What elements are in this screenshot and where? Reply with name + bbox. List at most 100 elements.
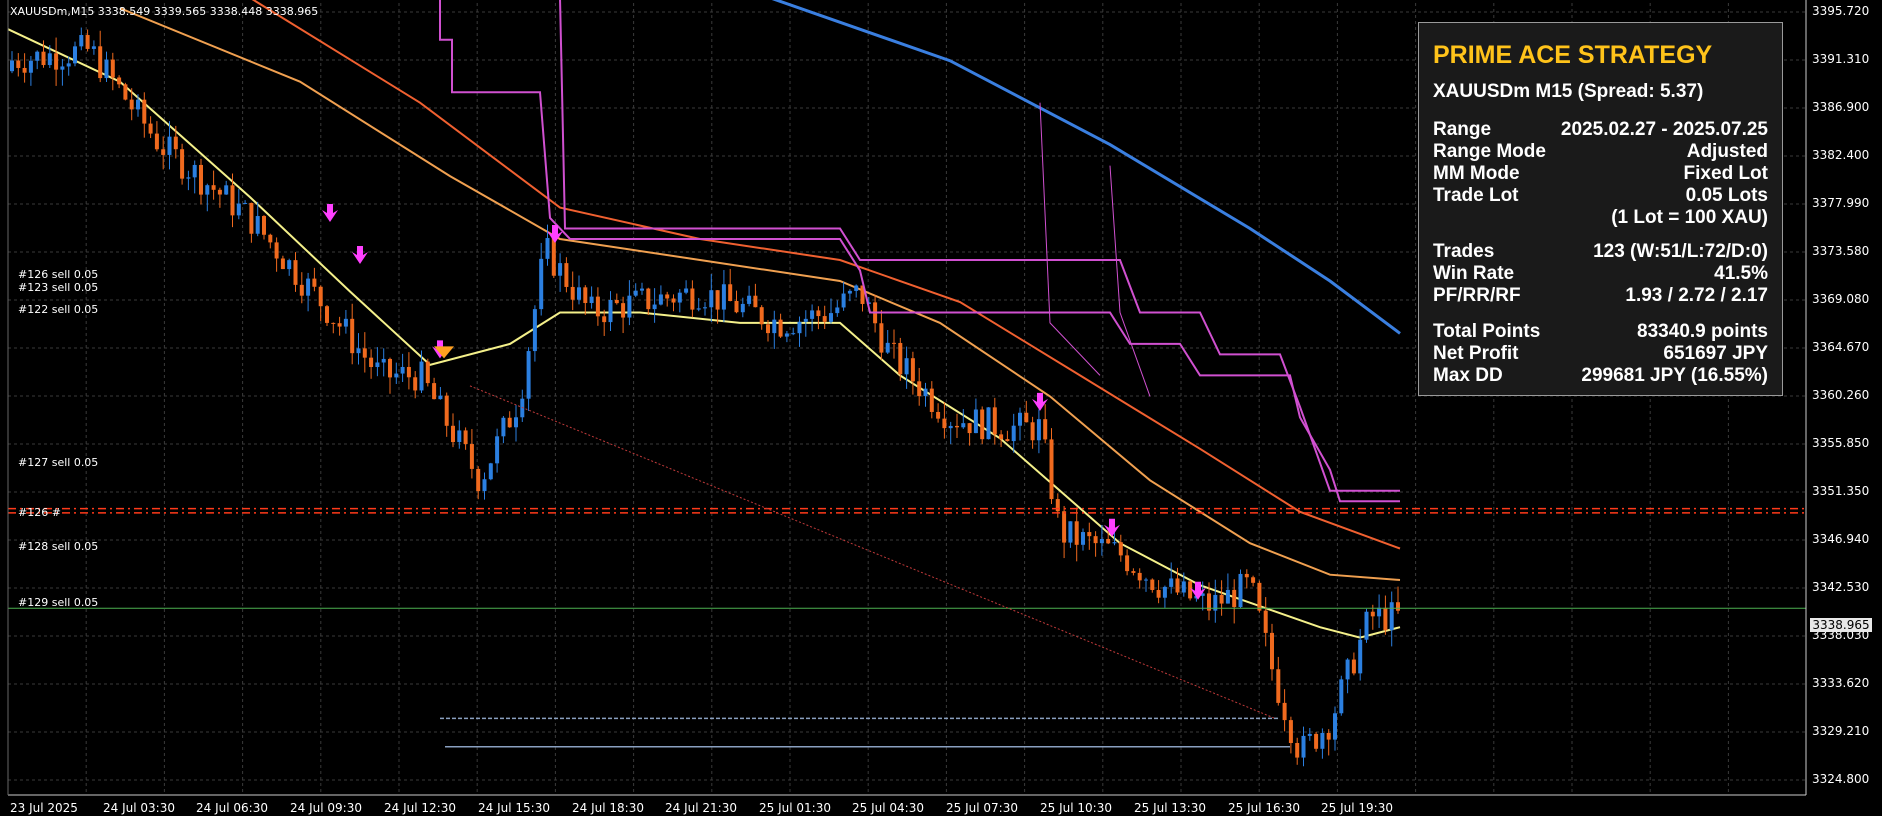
candle: [1156, 580, 1161, 604]
candle: [325, 305, 329, 327]
price-tick-label: 3355.850: [1812, 436, 1870, 450]
candle: [167, 121, 172, 170]
candle: [948, 421, 953, 445]
candle: [1351, 652, 1356, 676]
candle: [633, 283, 638, 298]
candle: [703, 302, 707, 316]
stat-value: 1.93 / 2.72 / 2.17: [1625, 285, 1768, 306]
chart-grid: [7, 3, 1806, 795]
candle: [665, 291, 670, 307]
candle: [280, 255, 285, 270]
stat-row: (1 Lot = 100 XAU): [1433, 207, 1768, 229]
symbol-header: XAUUSDm,M15 3338.549 3339.565 3338.448 3…: [10, 5, 319, 18]
stat-row: PF/RR/RF 1.93 / 2.72 / 2.17: [1433, 285, 1768, 307]
candle: [1288, 716, 1293, 754]
stat-key: Trade Lot: [1433, 185, 1519, 206]
candle: [110, 52, 115, 91]
candle: [955, 413, 959, 438]
candle: [262, 215, 266, 240]
stat-value: 2025.02.27 - 2025.07.25: [1560, 119, 1768, 140]
candle: [1396, 586, 1400, 614]
candle: [608, 291, 613, 331]
candle: [1093, 531, 1098, 557]
candle: [980, 406, 985, 445]
stat-key: Max DD: [1433, 365, 1503, 386]
candle: [1207, 582, 1211, 621]
candle: [362, 332, 367, 373]
candle: [1055, 493, 1060, 518]
candle: [217, 187, 222, 208]
stat-value: Adjusted: [1686, 141, 1768, 162]
candle: [1307, 728, 1312, 741]
candle: [1377, 594, 1382, 628]
time-tick-label: 24 Jul 15:30: [478, 801, 550, 815]
stat-row: Win Rate 41.5%: [1433, 263, 1768, 285]
candle: [1169, 562, 1174, 594]
ma-long-line: [771, 0, 1401, 335]
candle: [1125, 549, 1130, 576]
candle: [1213, 579, 1218, 623]
candle: [570, 271, 575, 311]
candle: [847, 289, 852, 302]
candle: [1081, 528, 1085, 551]
candle: [98, 30, 103, 83]
stat-row: Total Points 83340.9 points: [1433, 321, 1768, 343]
candle: [1326, 729, 1331, 756]
candle: [268, 233, 273, 249]
candle: [973, 398, 978, 434]
candle: [104, 51, 109, 83]
candle: [1011, 413, 1016, 453]
price-tick-label: 3324.800: [1812, 772, 1870, 786]
candle: [1036, 409, 1041, 454]
candle: [514, 405, 518, 442]
candle: [1225, 573, 1230, 604]
candle: [211, 170, 216, 200]
candle: [47, 45, 52, 69]
candle: [1364, 608, 1369, 643]
candle: [236, 188, 241, 220]
price-tick-label: 3377.990: [1812, 196, 1870, 210]
price-tick-label: 3395.720: [1812, 4, 1870, 18]
candle: [16, 53, 21, 77]
candle: [1263, 597, 1268, 647]
stat-row: Max DD 299681 JPY (16.55%): [1433, 365, 1768, 387]
price-tick-label: 3333.620: [1812, 676, 1870, 690]
time-tick-label: 24 Jul 09:30: [290, 801, 362, 815]
candle: [79, 27, 84, 51]
candle: [1188, 580, 1193, 601]
price-tick-label: 3391.310: [1812, 52, 1870, 66]
price-tick-label: 3346.940: [1812, 532, 1870, 546]
sell-arrow-icon: [434, 346, 454, 359]
candle: [986, 407, 991, 440]
candle: [306, 272, 311, 312]
candle: [841, 281, 846, 311]
candle: [929, 381, 934, 419]
candle: [1270, 623, 1274, 681]
candle: [532, 305, 537, 362]
candle: [709, 274, 714, 322]
candle: [684, 280, 689, 295]
time-tick-label: 24 Jul 18:30: [572, 801, 644, 815]
candle: [1005, 430, 1010, 442]
candle: [747, 285, 752, 307]
candlesticks: [10, 27, 1400, 767]
candle: [28, 55, 33, 86]
candle: [10, 51, 14, 74]
sell-signal-arrows: [322, 204, 1206, 600]
ma-slow-line: [251, 0, 1401, 550]
candle: [1370, 604, 1375, 630]
candle: [1144, 577, 1148, 592]
candle: [1018, 407, 1022, 441]
trade-label: #128 sell 0.05: [18, 540, 99, 553]
candle: [835, 300, 840, 317]
candle: [772, 310, 777, 349]
candle: [438, 387, 443, 400]
candle: [1043, 404, 1048, 444]
trade-label: #126 sell 0.05: [18, 268, 99, 281]
candle: [1383, 595, 1388, 635]
candle: [923, 382, 928, 407]
price-tick-label: 3373.580: [1812, 244, 1870, 258]
candle: [117, 75, 122, 89]
trade-label: #127 sell 0.05: [18, 456, 99, 469]
